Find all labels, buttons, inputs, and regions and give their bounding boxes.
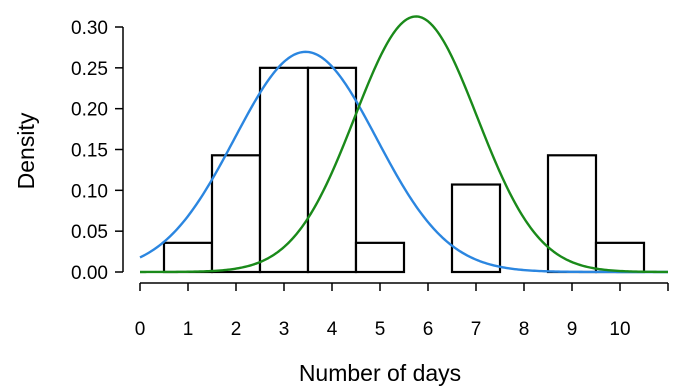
y-tick-label: 0.25 <box>71 59 108 80</box>
y-tick-label: 0.05 <box>71 222 108 243</box>
x-tick-label: 7 <box>471 319 482 340</box>
x-tick-label: 6 <box>423 319 434 340</box>
y-tick-label: 0.10 <box>71 181 108 202</box>
y-axis-title: Density <box>13 112 39 189</box>
y-tick-label: 0.15 <box>71 140 108 161</box>
x-tick-label: 5 <box>375 319 386 340</box>
histogram-bar-9 <box>546 154 598 274</box>
y-tick-label: 0.20 <box>71 100 108 121</box>
x-tick-label: 8 <box>519 319 530 340</box>
density-curve-1 <box>139 50 668 274</box>
histogram-bar-1 <box>162 241 214 274</box>
histogram-bar-2 <box>210 154 262 274</box>
x-tick-label: 2 <box>231 319 242 340</box>
x-tick-label: 4 <box>327 319 338 340</box>
histogram-bar-5 <box>354 241 406 274</box>
histogram-bar-10 <box>594 241 646 274</box>
x-tick-label: 1 <box>183 319 194 340</box>
x-tick-label: 0 <box>135 319 146 340</box>
x-axis-title: Number of days <box>299 360 461 386</box>
histogram-bar-3 <box>258 66 310 274</box>
histogram-bar-7 <box>450 183 502 274</box>
x-tick-label: 3 <box>279 319 290 340</box>
y-axis: 0.00 0.05 0.10 0.15 0.20 0.25 0.30 <box>71 18 124 284</box>
x-tick-label: 9 <box>567 319 578 340</box>
histogram-bars <box>162 66 646 274</box>
density-curves <box>139 15 669 274</box>
x-tick-label: 10 <box>609 319 630 340</box>
y-tick-label: 0.30 <box>71 18 108 39</box>
density-curve-2 <box>140 15 669 274</box>
x-axis: 0 1 2 3 4 5 6 7 8 9 10 <box>135 282 669 340</box>
y-tick-label: 0.00 <box>71 263 108 284</box>
